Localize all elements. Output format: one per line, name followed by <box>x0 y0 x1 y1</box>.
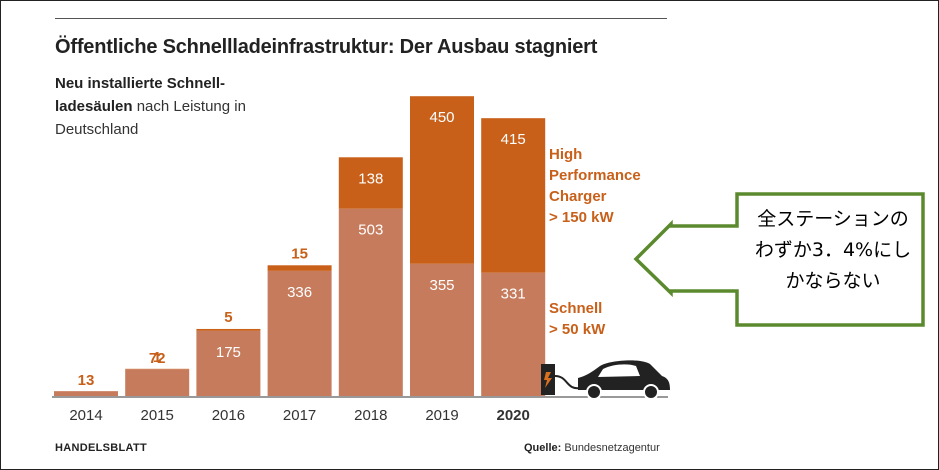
top-rule <box>55 18 667 19</box>
legend-schnell-line1: Schnell <box>549 300 602 317</box>
bar-high-2016 <box>196 328 261 331</box>
label-high-2020: 415 <box>501 131 526 148</box>
label-schnell-2016: 175 <box>216 344 241 361</box>
subtitle-bold: Neu installierte Schnell-ladesäulen <box>55 75 226 115</box>
charging-car-icon <box>541 360 670 400</box>
legend-high-line1: High <box>549 146 582 163</box>
callout-line-3: かならない <box>785 270 881 292</box>
bar-schnell-2016 <box>196 330 261 396</box>
bar-high-2018 <box>338 157 403 209</box>
label-schnell-2020: 331 <box>501 286 526 303</box>
label-schnell-2019: 355 <box>429 277 454 294</box>
label-schnell-2018: 503 <box>358 222 383 239</box>
legend-high-line2: Performance <box>549 167 641 184</box>
source-prefix: Quelle: <box>524 442 562 454</box>
label-schnell-2017: 336 <box>287 284 312 301</box>
publisher-label: HANDELSBLATT <box>55 442 147 454</box>
label-schnell-2014: 13 <box>78 372 95 389</box>
x-tick-2015: 2015 <box>141 407 174 424</box>
x-tick-2018: 2018 <box>354 407 387 424</box>
x-tick-labels: 2014 2015 2016 2017 2018 2019 2020 <box>69 407 530 424</box>
source-name: Bundesnetzagentur <box>564 442 660 454</box>
label-high-2018: 138 <box>358 170 383 187</box>
label-high-2019: 450 <box>429 109 454 126</box>
bar-schnell-2017 <box>267 270 332 396</box>
label-high-2016: 5 <box>224 309 232 326</box>
legend-schnell-line2: > 50 kW <box>549 321 606 338</box>
source-label: Quelle: Bundesnetzagentur <box>524 442 660 454</box>
bar-high-2020 <box>481 118 546 273</box>
x-tick-2016: 2016 <box>212 407 245 424</box>
label-high-2015: 1 <box>153 349 161 366</box>
legend-high-line4: > 150 kW <box>549 209 614 226</box>
label-schnell-2015: 72 <box>149 350 166 367</box>
bars-group: 13 721 175 5 336 15 503 138 355 450 331 415 <box>54 96 546 396</box>
bar-schnell-2014 <box>54 391 118 396</box>
x-tick-2014: 2014 <box>69 407 102 424</box>
x-tick-2017: 2017 <box>283 407 316 424</box>
callout-text: 全ステーションの わずか3．4%にし かならない <box>740 204 926 297</box>
chart-title: Öffentliche Schnellladeinfrastruktur: De… <box>55 36 598 58</box>
callout-line-1: 全ステーションの <box>757 208 909 230</box>
x-tick-2020: 2020 <box>497 407 530 424</box>
bar-high-2019 <box>410 96 474 264</box>
label-high-2017: 15 <box>291 245 308 262</box>
bar-schnell-2015 <box>125 369 190 396</box>
subtitle-rest: nach Leistung in Deutschland <box>55 98 246 138</box>
callout-line-2: わずか3．4%にし <box>754 239 912 261</box>
bar-schnell-2019 <box>410 263 474 396</box>
legend-high-line3: Charger <box>549 188 607 205</box>
x-tick-2019: 2019 <box>425 407 458 424</box>
chart-subtitle: Neu installierte Schnell-ladesäulen nach… <box>55 72 295 141</box>
bar-high-2017 <box>267 265 332 271</box>
bar-schnell-2020 <box>481 272 546 396</box>
bar-schnell-2018 <box>338 208 403 396</box>
